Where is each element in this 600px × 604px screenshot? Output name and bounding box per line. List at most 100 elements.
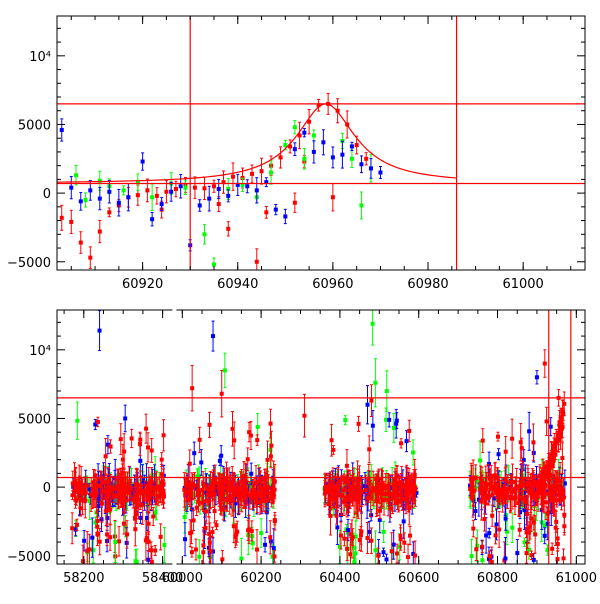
season-2-red-point-marker [221,508,225,512]
season-1-red-point-marker [98,484,102,488]
season-2-red-point-marker [204,510,208,514]
blue-series-point-marker [169,190,173,194]
season-2-red-point-marker [246,528,250,532]
season-2-red-point-marker [194,548,198,552]
season-3-red-point-marker [395,552,399,556]
season-1-blue-point-marker [82,539,86,543]
season-3-red-point-marker [357,422,361,426]
red-series-point-marker [202,186,206,190]
season-3-green-point-marker [392,426,396,430]
season-3-blue-point-marker [402,519,406,523]
y-tick-label: 10⁴ [29,50,51,65]
season-2-blue-point-marker [269,539,273,543]
red-series-point-marker [293,201,297,205]
season-1-green-point-marker [135,560,139,564]
season-1-blue-point-marker [90,536,94,540]
red-series-point-marker [174,187,178,191]
season-3-red-point-marker [335,514,339,518]
season-1-red-point-marker [95,532,99,536]
blue-series-point-marker [350,144,354,148]
season-1-red-point-marker [81,559,85,563]
season-2-green-point-marker [256,425,260,429]
season-1-red-point-marker [117,539,121,543]
season-2-red-point-marker [242,495,246,499]
season-1-red-point-marker [139,483,143,487]
blue-series-point-marker [255,188,259,192]
season-3-red-point-marker [342,537,346,541]
blue-series-point-marker [160,202,164,206]
season-1-red-point-marker [119,437,123,441]
season-1-red-point-marker [162,433,166,437]
season-3-blue-point-marker [346,528,350,532]
season-2-red-point-marker [273,519,277,523]
season-3-green-point-marker [373,548,377,552]
green-series-point-marker [212,263,216,267]
blue-series-point-marker [331,155,335,159]
blue-series-point-marker [79,199,83,203]
green-series-point-marker [293,125,297,129]
season-2-red-point-marker [206,493,210,497]
red-series-point-marker [98,230,102,234]
red-series-point-marker [260,169,264,173]
season-2-green-point-marker [259,531,263,535]
y-tick-label: −5000 [7,256,51,271]
red-series-point-marker [331,195,335,199]
season-1-red-point-marker [160,472,164,476]
season-1-red-point-marker [120,478,124,482]
red-series-point-marker [226,227,230,231]
season-3-red-point-marker [389,506,393,510]
season-1-red-point-marker [103,480,107,484]
season-2-red-point-marker [226,481,230,485]
season-2-red-point-marker [251,489,255,493]
season-1-red-point-marker [70,526,74,530]
blue-series-point-marker [217,187,221,191]
season-1-red-point-marker [71,481,75,485]
blue-series-point-marker [98,197,102,201]
season-3-red-point-marker [407,429,411,433]
season-1-green-point-marker [153,511,157,515]
season-2-red-point-marker [259,493,263,497]
season-2-red-point-marker [266,458,270,462]
season-1-red-point-marker [83,491,87,495]
season-1-green-point-marker [75,419,79,423]
season-1-red-point-marker [159,494,163,498]
red-series-point-marker [145,188,149,192]
season-1-red-point-marker [153,549,157,553]
season-3-red-point-marker [390,549,394,553]
blue-series-point-marker [359,162,363,166]
season-2-red-point-marker [255,500,259,504]
red-series-point-marker [164,190,168,194]
blue-series-point-marker [226,194,230,198]
season-1-red-point-marker [160,458,164,462]
season-2-red-point-marker [218,494,222,498]
season-3-red-point-marker [365,536,369,540]
season-1-red-point-marker [154,486,158,490]
season-1-red-point-marker [134,500,138,504]
season-2-red-point-marker [269,444,273,448]
red-series-point-marker [79,241,83,245]
season-1-red-point-marker [159,535,163,539]
season-2-red-point-marker [246,457,250,461]
blue-series-point-marker [340,153,344,157]
red-series-point-marker [193,186,197,190]
season-3-red-point-marker [399,441,403,445]
x-tick-label: 60960 [312,277,353,292]
season-3-red-point-marker [339,534,343,538]
blue-series-point-marker [378,171,382,175]
season-1-red-point-marker [126,485,130,489]
season-3-red-point-marker [329,498,333,502]
season-1-red-point-marker [92,486,96,490]
season-1-red-point-marker [130,436,134,440]
season-1-red-point-marker [104,454,108,458]
blue-series-point-marker [369,166,373,170]
season-3-red-point-marker [330,438,334,442]
season-2-blue-point-marker [199,460,203,464]
season-3-blue-point-marker [382,550,386,554]
blue-series-point-marker [60,128,64,132]
season-2-red-point-marker [272,554,276,558]
season-1-red-point-marker [85,549,89,553]
blue-series-point-marker [302,131,306,135]
season-2-red-point-marker [273,488,277,492]
